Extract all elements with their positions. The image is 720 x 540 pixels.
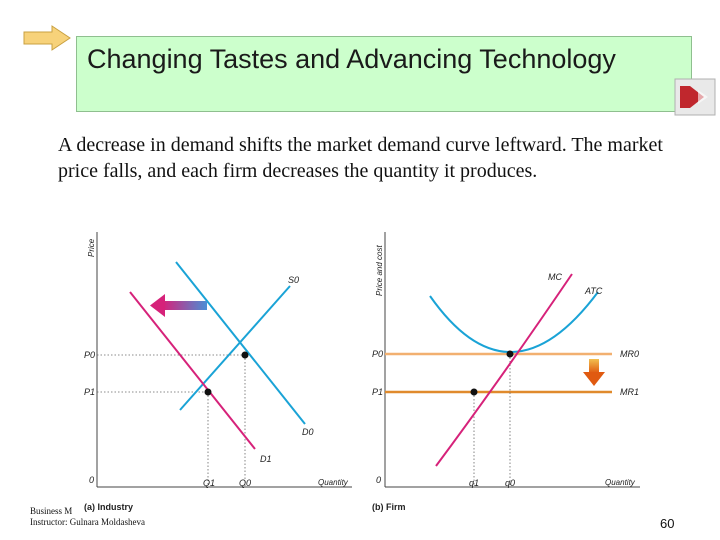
footer-line-1: Business M: [30, 506, 73, 516]
supply-curve-s0: [179, 285, 291, 411]
firm-y-label: Price and cost: [375, 245, 384, 296]
demand-old-label: D0: [302, 427, 314, 437]
industry-q0-label: Q0: [239, 478, 251, 488]
industry-y-label: Price: [87, 238, 96, 257]
industry-panel-label: (a) Industry: [84, 502, 133, 512]
firm-x-label: Quantity: [605, 478, 636, 487]
pencil-arrow-icon: [23, 25, 71, 51]
atc-label: ATC: [584, 286, 603, 296]
industry-x-label: Quantity: [318, 478, 349, 487]
footer-line-2: Instructor: Gulnara Moldasheva: [30, 517, 145, 527]
industry-p0-label: P0: [84, 350, 95, 360]
footer: Business M Instructor: Gulnara Moldashev…: [30, 506, 145, 528]
title-box: Changing Tastes and Advancing Technology: [76, 36, 692, 112]
firm-p1-label: P1: [372, 387, 383, 397]
firm-q1-label: q1: [469, 478, 479, 488]
mr1-label: MR1: [620, 387, 639, 397]
industry-q1-label: Q1: [203, 478, 215, 488]
mc-label: MC: [548, 272, 562, 282]
demand-curve-d0: [175, 261, 306, 425]
supply-label: S0: [288, 275, 299, 285]
demand-shift-arrow: [150, 294, 207, 317]
page-number: 60: [660, 516, 675, 531]
firm-equilibrium-old: [506, 350, 514, 358]
firm-panel: Price and cost Quantity 0 P0 P1 q1 q0 MC…: [372, 232, 640, 512]
firm-mc-curve: [435, 273, 573, 467]
industry-equilibrium-old: [241, 351, 249, 359]
price-drop-arrow: [583, 359, 605, 386]
slide-title: Changing Tastes and Advancing Technology: [87, 44, 616, 74]
industry-equilibrium-new: [204, 388, 212, 396]
forward-arrow-icon[interactable]: [674, 78, 716, 116]
demand-curve-d1: [129, 291, 256, 450]
firm-equilibrium-new: [470, 388, 478, 396]
body-paragraph: A decrease in demand shifts the market d…: [58, 134, 663, 182]
firm-q0-label: q0: [505, 478, 515, 488]
firm-p0-label: P0: [372, 349, 383, 359]
firm-origin: 0: [376, 475, 381, 485]
firm-panel-label: (b) Firm: [372, 502, 406, 512]
firm-atc-curve: [429, 291, 599, 353]
mr0-label: MR0: [620, 349, 639, 359]
industry-p1-label: P1: [84, 387, 95, 397]
demand-new-label: D1: [260, 454, 272, 464]
industry-panel: Price Quantity 0 P0 P1 Q1 Q0 S0 D0 D1 (a…: [84, 232, 352, 512]
industry-origin: 0: [89, 475, 94, 485]
